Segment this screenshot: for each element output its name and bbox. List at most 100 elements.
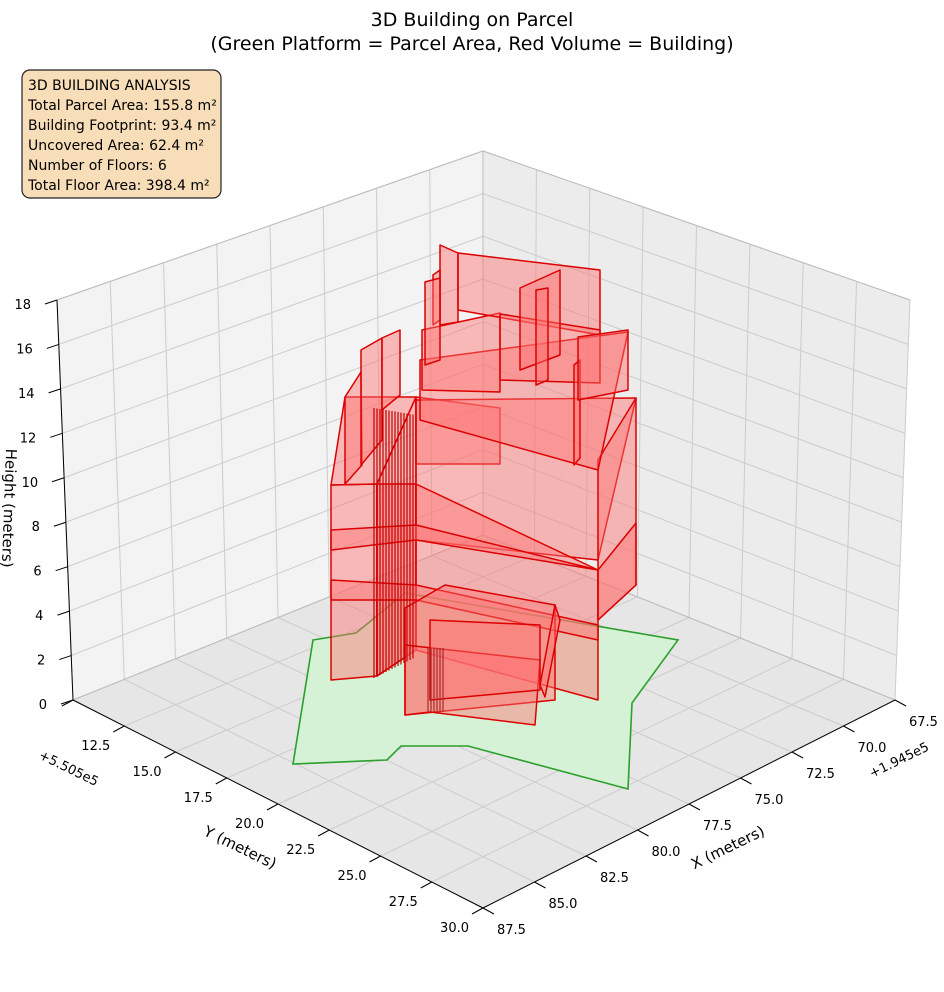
- building-face: [415, 483, 599, 701]
- info-line-uncovered: Uncovered Area: 62.4 m²: [28, 138, 204, 154]
- y-tick-mark: [266, 803, 279, 811]
- z-tick-label: 16: [16, 342, 33, 357]
- building-face: [535, 287, 549, 386]
- z-tick-mark: [46, 343, 59, 349]
- z-tick-mark: [50, 432, 63, 438]
- building-volume: [330, 244, 637, 726]
- y-offset-label: +5.505e5: [36, 748, 100, 790]
- x-tick-label: 87.5: [497, 923, 526, 938]
- y-grid-wall: [791, 262, 804, 659]
- x-grid-wall: [322, 206, 330, 597]
- right-pane: [483, 151, 910, 700]
- building-face: [419, 331, 629, 471]
- y-grid-wall: [894, 299, 911, 701]
- z-tick-label: 0: [39, 698, 47, 713]
- building-face: [404, 644, 541, 726]
- z-tick-mark: [48, 388, 61, 394]
- y-tick-label: 22.5: [286, 843, 315, 858]
- axis-panes: [57, 151, 910, 908]
- info-line-floor-area: Total Floor Area: 398.4 m²: [27, 178, 210, 194]
- y-tick-label: 30.0: [440, 921, 469, 936]
- z-tick-label: 18: [14, 298, 31, 313]
- building-face: [577, 329, 629, 401]
- x-tick-label: 72.5: [806, 767, 835, 782]
- z-tick-mark: [53, 521, 67, 527]
- x-tick-mark: [534, 881, 546, 889]
- info-line-parcel-area: Total Parcel Area: 155.8 m²: [27, 98, 217, 114]
- y-ticks: 12.5 15.0 17.5 20.0 22.5 25.0 27.5 30.0: [61, 699, 484, 936]
- y-tick-label: 15.0: [133, 765, 162, 780]
- x-tick-mark: [585, 855, 598, 863]
- x-tick-label: 70.0: [858, 741, 887, 756]
- x-tick-label: 67.5: [909, 715, 938, 730]
- z-tick-label: 4: [35, 609, 43, 624]
- z-tick-label: 14: [18, 387, 35, 402]
- building-face: [539, 604, 561, 698]
- y-tick-label: 27.5: [389, 895, 418, 910]
- x-tick-label: 77.5: [703, 819, 732, 834]
- info-box: 3D BUILDING ANALYSIS Total Parcel Area: …: [21, 69, 222, 199]
- z-tick-label: 12: [20, 431, 37, 446]
- y-tick-mark: [369, 855, 381, 863]
- z-tick-mark: [55, 566, 68, 572]
- z-tick-label: 6: [33, 565, 41, 580]
- x-grid-floor: [124, 678, 535, 883]
- info-line-footprint: Building Footprint: 93.4 m²: [28, 118, 216, 134]
- building-face: [421, 312, 501, 393]
- y-tick-mark: [61, 699, 74, 707]
- y-grid-wall: [637, 206, 644, 597]
- x-tick-mark: [637, 829, 649, 837]
- z-tick-label: 2: [37, 654, 45, 669]
- building-face: [429, 619, 541, 701]
- info-box-background: [21, 69, 222, 199]
- z-tick-mark: [57, 610, 70, 616]
- x-tick-mark: [688, 803, 701, 811]
- y-grid-wall: [688, 225, 697, 618]
- y-tick-label: 17.5: [184, 791, 213, 806]
- chart-title: 3D Building on Parcel: [371, 9, 574, 31]
- info-line-heading: 3D BUILDING ANALYSIS: [28, 78, 191, 94]
- x-tick-mark: [740, 777, 752, 785]
- y-tick-mark: [420, 881, 432, 889]
- x-tick-label: 75.0: [755, 793, 784, 808]
- z-tick-mark: [44, 299, 58, 305]
- building-face: [424, 277, 441, 366]
- y-grid-wall: [740, 244, 751, 639]
- x-grid-wall: [109, 281, 125, 680]
- x-tick-mark: [791, 751, 804, 759]
- y-tick-mark: [215, 777, 227, 785]
- info-line-floors: Number of Floors: 6: [28, 158, 167, 174]
- x-tick-mark: [482, 907, 495, 915]
- x-tick-mark: [894, 699, 907, 707]
- x-tick-label: 80.0: [652, 845, 681, 860]
- building-face: [439, 244, 459, 326]
- chart-subtitle: (Green Platform = Parcel Area, Red Volum…: [210, 33, 733, 55]
- x-grid-wall: [269, 225, 279, 618]
- y-grid-wall: [843, 281, 858, 680]
- y-tick-mark: [318, 829, 330, 837]
- building-face: [344, 371, 363, 485]
- building-face: [597, 522, 637, 621]
- x-grid-wall: [163, 262, 176, 659]
- z-tick-label: 10: [22, 476, 39, 491]
- z-ticks: 0 2 4 6 8 10 12 14 16 18: [14, 298, 74, 713]
- y-tick-label: 12.5: [81, 739, 110, 754]
- y-tick-label: 20.0: [235, 817, 264, 832]
- z-tick-mark: [59, 655, 72, 661]
- x-tick-mark: [843, 725, 855, 733]
- y-tick-mark: [471, 907, 484, 915]
- z-tick-mark: [51, 477, 65, 483]
- y-tick-mark: [164, 751, 176, 759]
- y-tick-mark: [113, 725, 125, 733]
- y-tick-label: 25.0: [338, 869, 367, 884]
- building-face: [499, 313, 601, 384]
- building-face: [381, 329, 401, 411]
- x-tick-label: 82.5: [600, 871, 629, 886]
- x-tick-label: 85.0: [549, 897, 578, 912]
- building-face: [519, 269, 561, 371]
- x-grid-wall: [216, 244, 228, 639]
- z-axis-label: Height (meters): [0, 448, 20, 568]
- z-tick-label: 8: [32, 520, 40, 535]
- x-ticks: 67.5 70.0 72.5 75.0 77.5 80.0 82.5 85.0 87.5: [482, 699, 938, 938]
